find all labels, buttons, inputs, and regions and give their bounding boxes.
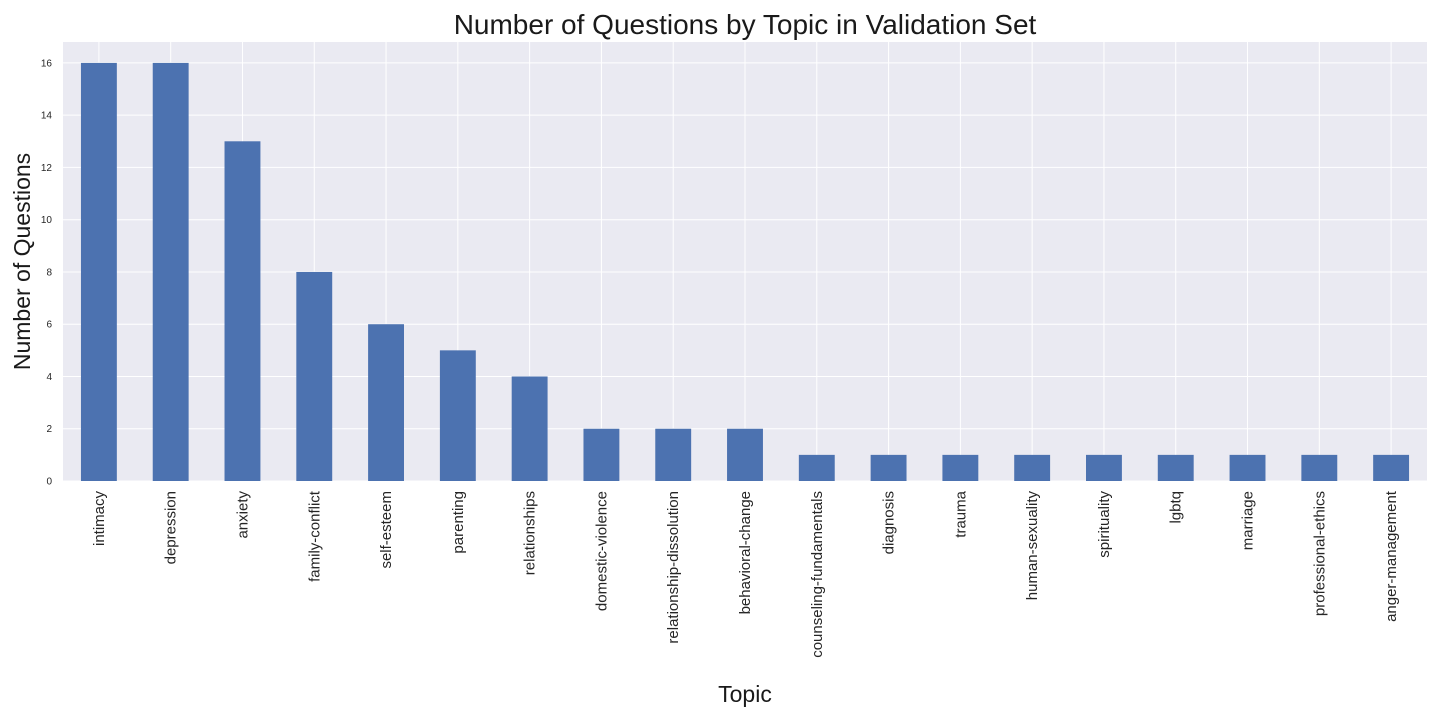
x-axis-ticks: intimacy depression anxiety family-conflict… — [91, 490, 1400, 658]
bar-counseling-fundamentals — [798, 454, 835, 481]
chart-title: Number of Questions by Topic in Validati… — [454, 9, 1037, 40]
x-tick-label: intimacy — [91, 491, 108, 547]
bar-professional-ethics — [1301, 454, 1338, 481]
x-tick-label: domestic-violence — [593, 491, 610, 611]
bar-domestic-violence — [583, 428, 620, 481]
x-tick-label: behavioral-change — [737, 491, 754, 614]
y-tick-label: 10 — [41, 215, 53, 226]
x-tick-label: spirituality — [1096, 491, 1113, 558]
bar-anxiety — [224, 141, 261, 482]
bar-parenting — [439, 350, 476, 481]
x-tick-label: family-conflict — [306, 490, 323, 582]
bar-anger-management — [1373, 454, 1410, 481]
y-tick-label: 16 — [41, 58, 53, 69]
bar-relationship-dissolution — [655, 428, 692, 481]
x-tick-label: marriage — [1240, 491, 1257, 550]
x-tick-label: counseling-fundamentals — [809, 491, 826, 658]
x-tick-label: trauma — [952, 490, 969, 537]
y-axis-label: Number of Questions — [9, 153, 35, 370]
bar-spirituality — [1086, 454, 1122, 481]
y-tick-label: 12 — [41, 163, 53, 174]
bars — [80, 62, 1410, 482]
bar-trauma — [942, 454, 979, 481]
bar-behavioral-change — [727, 428, 763, 481]
x-tick-label: relationship-dissolution — [665, 491, 682, 644]
x-tick-label: parenting — [450, 491, 467, 554]
bar-relationships — [511, 376, 548, 481]
x-axis-label: Topic — [718, 681, 772, 707]
x-tick-label: self-esteem — [378, 491, 395, 569]
x-tick-label: depression — [163, 491, 180, 564]
y-tick-label: 0 — [46, 477, 52, 488]
x-tick-label: professional-ethics — [1311, 491, 1328, 616]
x-tick-label: diagnosis — [881, 491, 898, 554]
bar-marriage — [1229, 454, 1266, 481]
bar-family-conflict — [296, 271, 333, 481]
y-axis-ticks: 0 2 4 6 8 10 12 14 16 — [41, 58, 53, 487]
y-tick-label: 6 — [46, 320, 52, 331]
bar-depression — [152, 62, 189, 482]
bar-lgbtq — [1157, 454, 1194, 481]
x-tick-label: anger-management — [1383, 490, 1400, 622]
bar-human-sexuality — [1014, 454, 1051, 481]
bar-diagnosis — [870, 454, 907, 481]
x-tick-label: anxiety — [234, 491, 251, 539]
x-tick-label: lgbtq — [1168, 491, 1185, 524]
bar-self-esteem — [368, 324, 404, 481]
y-tick-label: 8 — [46, 267, 52, 278]
y-tick-label: 4 — [46, 372, 52, 383]
bar-intimacy — [80, 62, 117, 482]
y-tick-label: 14 — [41, 111, 53, 122]
x-tick-label: human-sexuality — [1024, 491, 1041, 601]
x-tick-label: relationships — [522, 491, 539, 575]
y-tick-label: 2 — [46, 424, 52, 435]
